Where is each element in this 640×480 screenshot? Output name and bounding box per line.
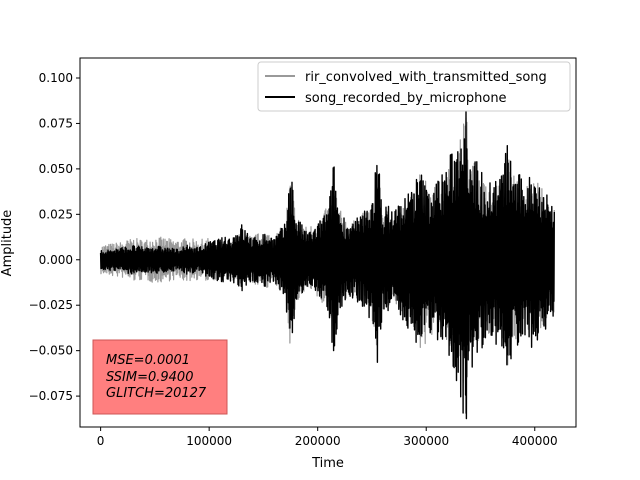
- legend-label-mic: song_recorded_by_microphone: [305, 91, 507, 106]
- x-axis-label: Time: [311, 456, 344, 471]
- y-tick-label: −0.025: [29, 298, 73, 312]
- metric-glitch: GLITCH=20127: [106, 386, 207, 401]
- metrics-annotation: MSE=0.0001 SSIM=0.9400 GLITCH=20127: [92, 339, 228, 415]
- y-tick-label: −0.050: [29, 344, 73, 358]
- series-line-microphone-recording: [99, 110, 555, 420]
- x-axis: 0 100000 200000 300000 400000: [97, 427, 558, 448]
- legend-label-rir: rir_convolved_with_transmitted_song: [305, 70, 547, 85]
- legend-box: [257, 61, 571, 112]
- y-tick-label: 0.000: [39, 253, 73, 267]
- series-layer: [99, 110, 555, 420]
- y-tick-label: 0.100: [39, 71, 73, 85]
- x-tick-label: 400000: [512, 434, 558, 448]
- y-tick-label: 0.075: [39, 116, 73, 130]
- x-tick-label: 0: [97, 434, 105, 448]
- x-tick-label: 100000: [186, 434, 232, 448]
- metrics-box: [92, 339, 228, 415]
- legend: rir_convolved_with_transmitted_song song…: [257, 61, 571, 112]
- y-tick-label: −0.075: [29, 389, 73, 403]
- y-tick-label: 0.025: [39, 207, 73, 221]
- plot-frame: [79, 57, 577, 428]
- metric-ssim: SSIM=0.9400: [106, 370, 193, 385]
- metric-mse: MSE=0.0001: [106, 353, 190, 368]
- y-axis-label: Amplitude: [0, 210, 15, 277]
- x-tick-label: 200000: [295, 434, 341, 448]
- y-axis: −0.075 −0.050 −0.025 0.000 0.025 0.050 0.075 0.…: [29, 71, 80, 403]
- x-tick-label: 300000: [403, 434, 449, 448]
- y-tick-label: 0.050: [39, 162, 73, 176]
